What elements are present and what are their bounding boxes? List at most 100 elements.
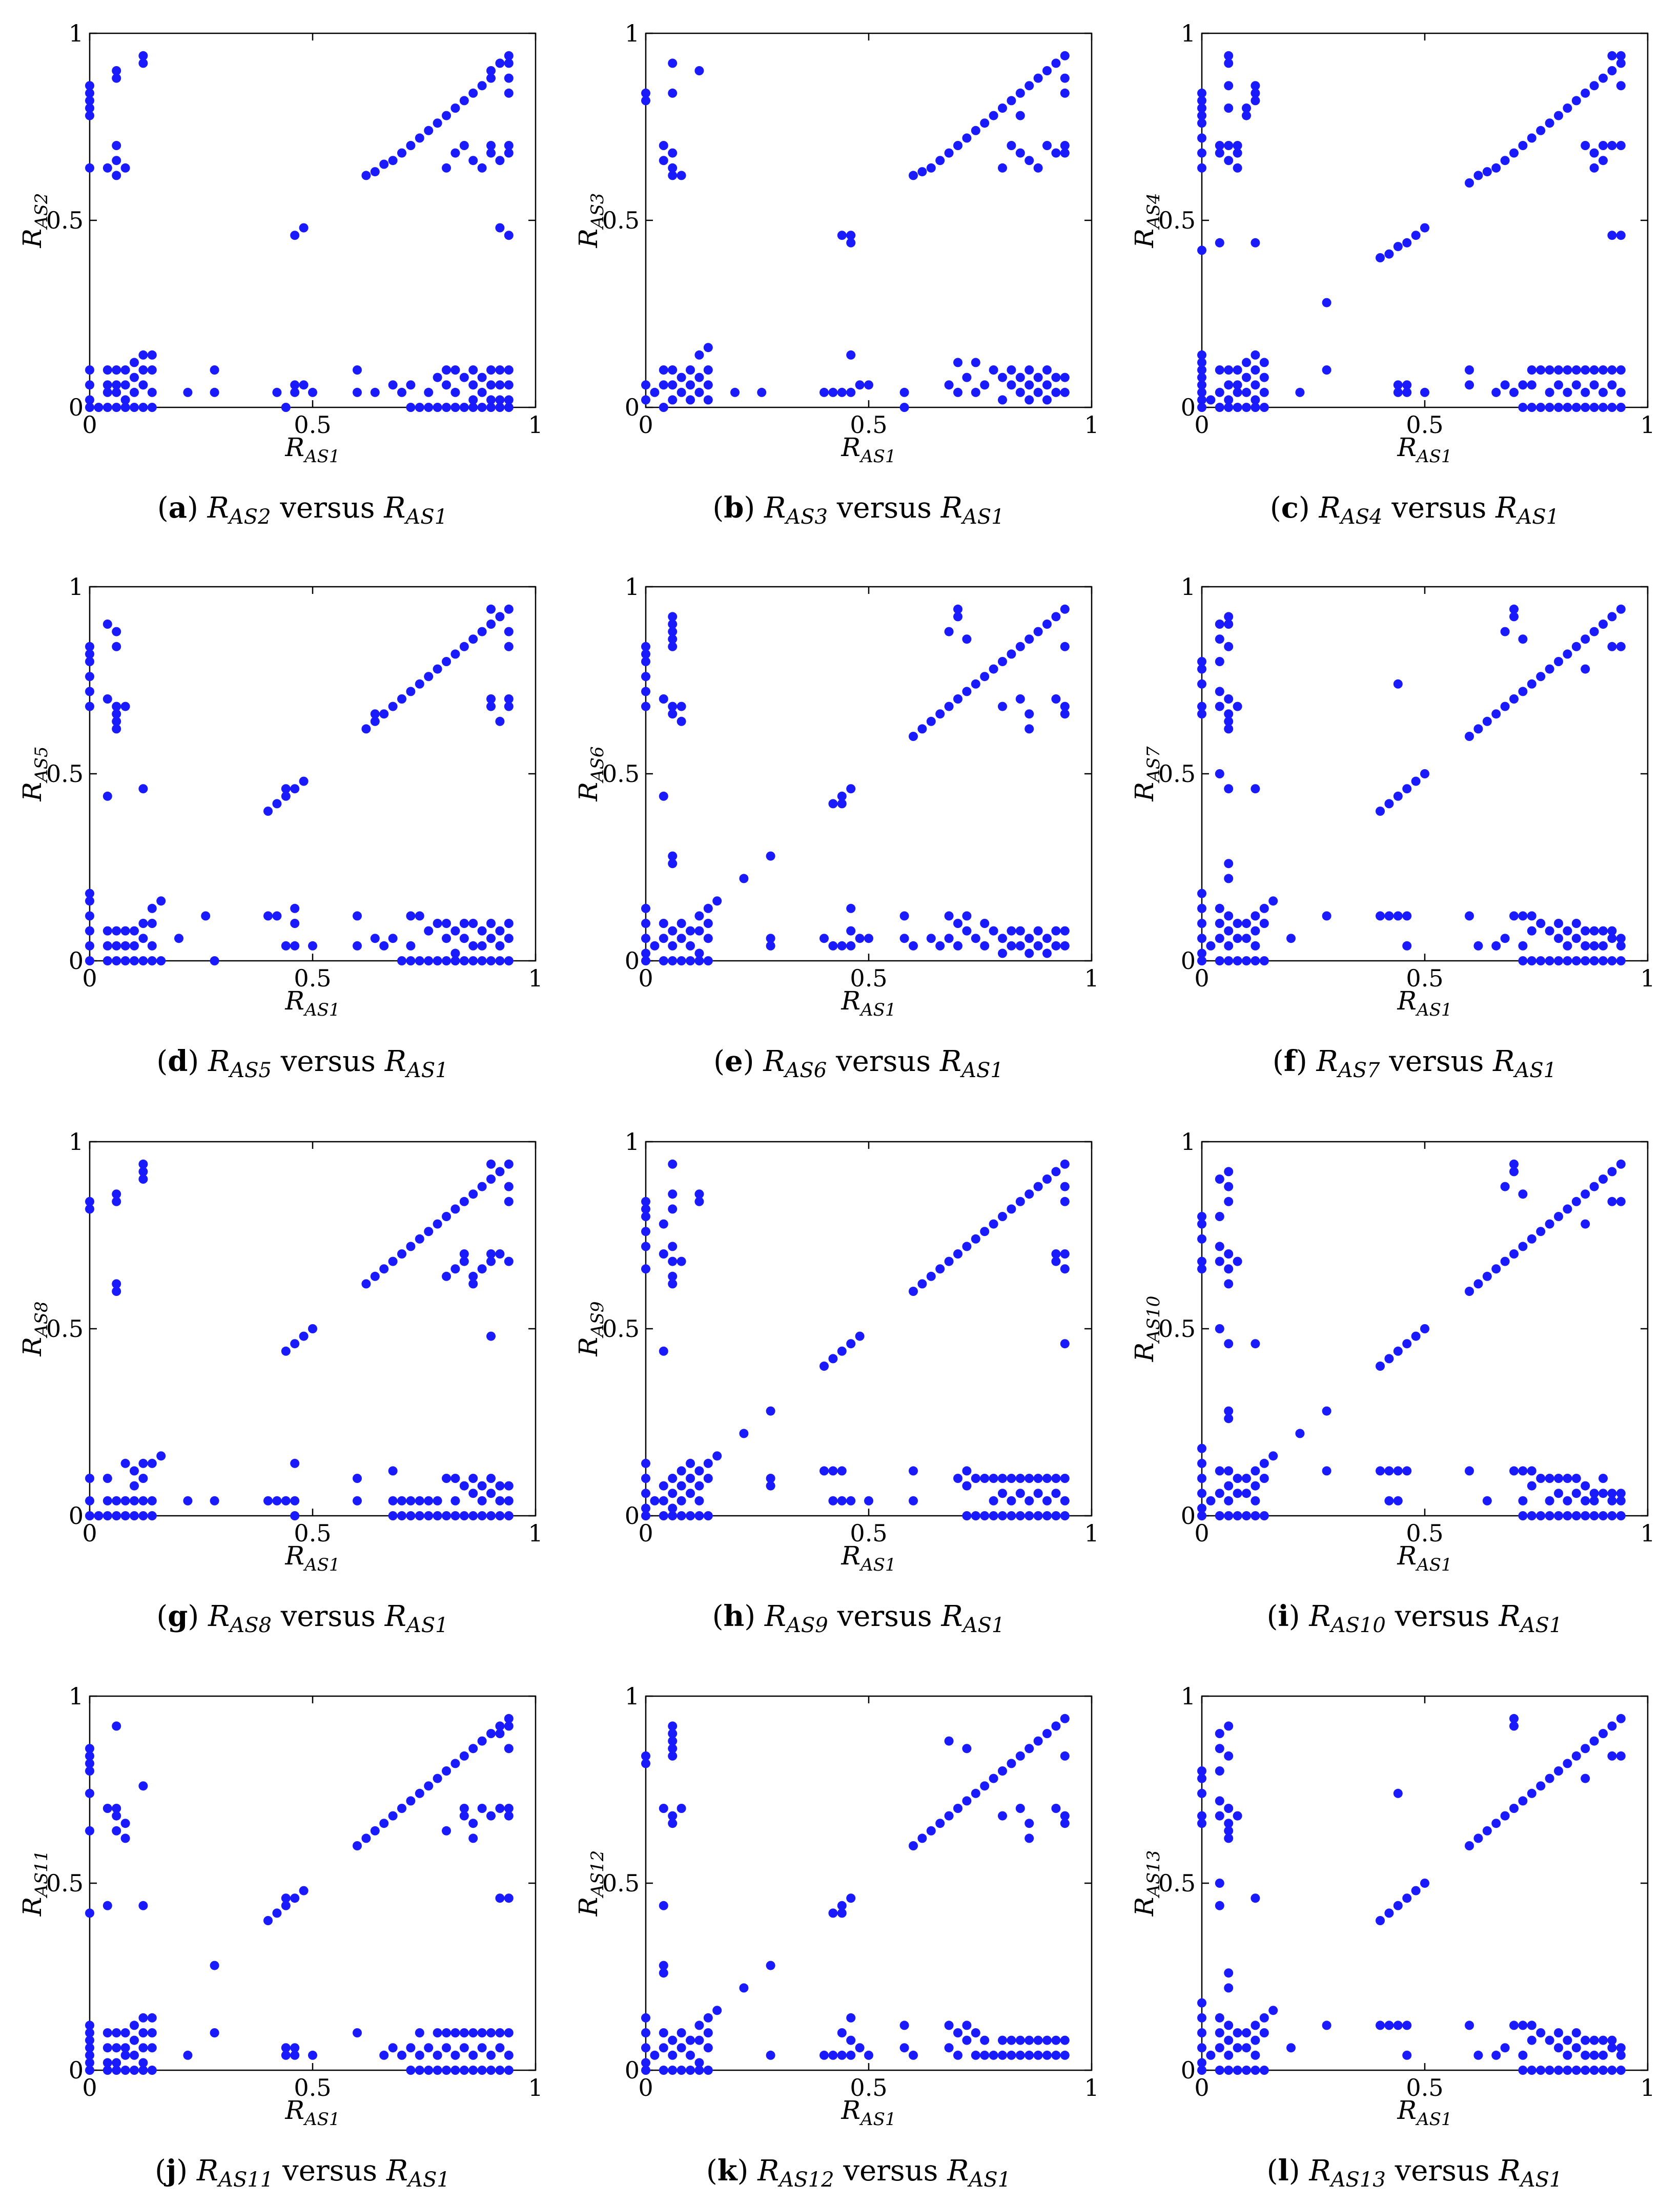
scatter-point bbox=[504, 642, 514, 651]
scatter-point bbox=[1033, 2035, 1043, 2045]
scatter-point bbox=[1215, 1511, 1224, 1520]
scatter-point bbox=[1233, 148, 1242, 158]
x-tick-label: 0.5 bbox=[850, 964, 887, 992]
scatter-point bbox=[1473, 941, 1483, 951]
scatter-point bbox=[120, 403, 130, 412]
scatter-point bbox=[846, 238, 856, 248]
y-tick-label: 1 bbox=[625, 1128, 640, 1156]
scatter-point bbox=[1545, 387, 1554, 397]
scatter-point bbox=[998, 163, 1007, 173]
scatter-point bbox=[1589, 627, 1599, 636]
scatter-point bbox=[459, 1811, 469, 1821]
x-tick-label: 1 bbox=[1640, 2074, 1655, 2101]
scatter-point bbox=[477, 163, 487, 173]
scatter-point bbox=[1411, 231, 1421, 240]
scatter-point bbox=[641, 934, 650, 943]
scatter-point bbox=[703, 1458, 713, 1468]
scatter-point bbox=[989, 365, 998, 375]
scatter-point bbox=[1197, 163, 1206, 173]
scatter-point bbox=[1482, 1271, 1492, 1281]
scatter-point bbox=[1215, 634, 1224, 644]
scatter-point bbox=[450, 1264, 460, 1274]
scatter-point bbox=[486, 1256, 496, 1266]
scatter-point bbox=[1607, 2066, 1617, 2075]
x-tick-label: 1 bbox=[528, 411, 543, 439]
scatter-point bbox=[899, 387, 909, 397]
scatter-point bbox=[272, 799, 282, 809]
y-tick-label: 0 bbox=[1181, 1502, 1196, 1530]
scatter-point bbox=[112, 1197, 121, 1206]
scatter-point bbox=[1224, 642, 1234, 651]
scatter-point bbox=[1581, 2066, 1590, 2075]
scatter-point bbox=[980, 672, 990, 682]
caption-y-sub: AS11 bbox=[216, 2168, 273, 2192]
caption-letter: l bbox=[1278, 2154, 1288, 2188]
scatter-point bbox=[819, 2050, 829, 2060]
scatter-point bbox=[989, 1774, 998, 1783]
scatter-point bbox=[1589, 380, 1599, 390]
scatter-point bbox=[477, 387, 487, 397]
caption-paren: ( bbox=[1267, 1600, 1278, 1633]
scatter-point bbox=[85, 1197, 94, 1206]
scatter-point bbox=[85, 1744, 94, 1754]
x-tick-label: 0.5 bbox=[1406, 1519, 1443, 1547]
scatter-point bbox=[433, 1774, 442, 1783]
scatter-point bbox=[138, 1474, 148, 1483]
scatter-point bbox=[962, 2035, 972, 2045]
scatter-point bbox=[641, 672, 650, 682]
scatter-point bbox=[1554, 657, 1563, 666]
scatter-point bbox=[486, 1174, 496, 1184]
caption-letter: e bbox=[725, 1044, 743, 1078]
scatter-point bbox=[210, 1961, 219, 1970]
scatter-point bbox=[85, 911, 94, 921]
scatter-point bbox=[504, 1197, 514, 1206]
scatter-point bbox=[659, 919, 668, 928]
scatter-point bbox=[477, 956, 487, 965]
scatter-point bbox=[1007, 380, 1016, 390]
scatter-points bbox=[1197, 1159, 1626, 1520]
scatter-point bbox=[1376, 1362, 1385, 1371]
scatter-point bbox=[370, 167, 380, 177]
y-tick-label: 0.5 bbox=[46, 207, 84, 234]
scatter-point bbox=[1060, 604, 1070, 614]
scatter-point bbox=[1527, 2021, 1536, 2030]
caption-versus: versus bbox=[1386, 2154, 1499, 2188]
scatter-point bbox=[1607, 231, 1617, 240]
scatter-point bbox=[495, 1496, 505, 1506]
scatter-point bbox=[281, 1893, 291, 1903]
scatter-point bbox=[370, 709, 380, 719]
scatter-point bbox=[1197, 2028, 1206, 2037]
scatter-point bbox=[486, 141, 496, 150]
scatter-point bbox=[1607, 926, 1617, 936]
scatter-point bbox=[1242, 358, 1251, 367]
scatter-point bbox=[1233, 934, 1242, 943]
scatter-point bbox=[424, 2043, 434, 2053]
scatter-point bbox=[1251, 96, 1260, 106]
scatter-point bbox=[1616, 365, 1626, 375]
scatter-point bbox=[1518, 2066, 1528, 2075]
scatter-point bbox=[686, 2066, 695, 2075]
scatter-point bbox=[1563, 649, 1572, 659]
scatter-point bbox=[668, 88, 678, 98]
scatter-point bbox=[85, 702, 94, 711]
scatter-point bbox=[766, 934, 775, 943]
scatter-point bbox=[1518, 1189, 1528, 1199]
scatter-point bbox=[1033, 163, 1043, 173]
scatter-point bbox=[1581, 141, 1590, 150]
scatter-point bbox=[468, 395, 478, 405]
scatter-point bbox=[1251, 1496, 1260, 1506]
scatter-point bbox=[85, 2043, 94, 2053]
scatter-point bbox=[1599, 2035, 1608, 2045]
scatter-point bbox=[962, 373, 972, 382]
scatter-point bbox=[953, 1474, 962, 1483]
scatter-point bbox=[1393, 387, 1403, 397]
scatter-point bbox=[486, 395, 496, 405]
scatter-point bbox=[1060, 141, 1070, 150]
scatter-point bbox=[1224, 2066, 1234, 2075]
caption-x-sub: AS1 bbox=[1512, 1059, 1556, 1082]
scatter-point bbox=[659, 365, 668, 375]
scatter-point bbox=[486, 919, 496, 928]
scatter-point bbox=[1527, 911, 1536, 921]
scatter-point bbox=[1500, 380, 1510, 390]
